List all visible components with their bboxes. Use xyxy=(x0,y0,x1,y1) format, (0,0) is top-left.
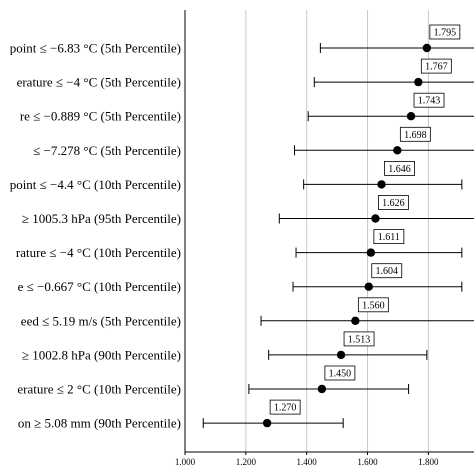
value-label-box xyxy=(343,331,375,347)
value-label-box xyxy=(429,24,461,40)
estimate-point xyxy=(364,282,373,291)
category-label: ≥ 1005.3 hPa (95th Percentile) xyxy=(22,211,181,226)
value-label-box xyxy=(399,126,431,142)
category-label: on ≥ 5.08 mm (90th Percentile) xyxy=(18,416,181,431)
value-label-box xyxy=(269,399,301,415)
value-label: 1.513 xyxy=(348,334,371,345)
value-label: 1.698 xyxy=(404,130,427,141)
category-label: re ≤ −0.889 °C (5th Percentile) xyxy=(20,109,181,124)
category-label: ≤ −7.278 °C (5th Percentile) xyxy=(33,143,181,158)
estimate-point xyxy=(406,112,416,121)
value-label: 1.270 xyxy=(274,403,297,414)
value-label-box xyxy=(357,297,389,313)
value-label-box xyxy=(378,195,409,210)
value-label-box xyxy=(384,160,415,176)
estimate-point xyxy=(393,146,402,155)
estimate-point xyxy=(317,384,327,394)
category-label: ≥ 1002.8 hPa (90th Percentile) xyxy=(22,347,181,362)
category-label: eed ≤ 5.19 m/s (5th Percentile) xyxy=(21,313,181,328)
gridlines xyxy=(245,10,429,452)
value-label-box xyxy=(373,229,405,245)
value-label: 1.450 xyxy=(329,369,352,380)
category-label: point ≤ −6.83 °C (5th Percentile) xyxy=(10,41,181,56)
category-label: rature ≤ −4 °C (10th Percentile) xyxy=(16,245,181,260)
category-labels: point ≤ −6.83 °C (5th Percentile) erature… xyxy=(10,41,181,431)
value-label-box xyxy=(371,263,403,279)
x-tick-label: 1.400 xyxy=(297,457,318,467)
value-label: 1.743 xyxy=(418,96,441,107)
x-tick-label: 1.600 xyxy=(357,457,378,467)
plot-marks: 1.795 1.767 1.743 1.698 1.646 1.626 1.611 1.604… xyxy=(202,24,474,429)
value-label: 1.646 xyxy=(388,164,411,175)
estimate-point xyxy=(414,77,423,87)
value-label: 1.560 xyxy=(362,300,385,311)
estimate-point xyxy=(377,180,386,189)
axes: 1.000 1.200 1.400 1.600 1.800 xyxy=(175,10,474,467)
estimate-point xyxy=(422,43,432,53)
x-tick-label: 1.200 xyxy=(236,457,257,467)
value-label-box xyxy=(324,365,356,381)
estimate-point xyxy=(351,316,360,325)
x-tick-label: 1.800 xyxy=(418,457,439,467)
estimate-point xyxy=(371,214,380,223)
category-label: erature ≤ −4 °C (5th Percentile) xyxy=(17,75,181,90)
x-tick-label: 1.000 xyxy=(175,457,196,467)
estimate-point xyxy=(366,248,376,257)
value-label: 1.604 xyxy=(375,266,398,277)
category-label: point ≤ −4.4 °C (10th Percentile) xyxy=(10,177,181,192)
estimate-point xyxy=(336,350,346,360)
value-label: 1.611 xyxy=(378,232,400,243)
estimate-point xyxy=(262,418,272,428)
value-label: 1.795 xyxy=(434,28,457,39)
value-label-box xyxy=(420,58,452,74)
value-label: 1.626 xyxy=(382,198,405,209)
value-label: 1.767 xyxy=(425,62,448,73)
category-label: e ≤ −0.667 °C (10th Percentile) xyxy=(18,279,181,294)
category-label: erature ≤ 2 °C (10th Percentile) xyxy=(17,382,181,397)
value-label-box xyxy=(413,92,445,108)
